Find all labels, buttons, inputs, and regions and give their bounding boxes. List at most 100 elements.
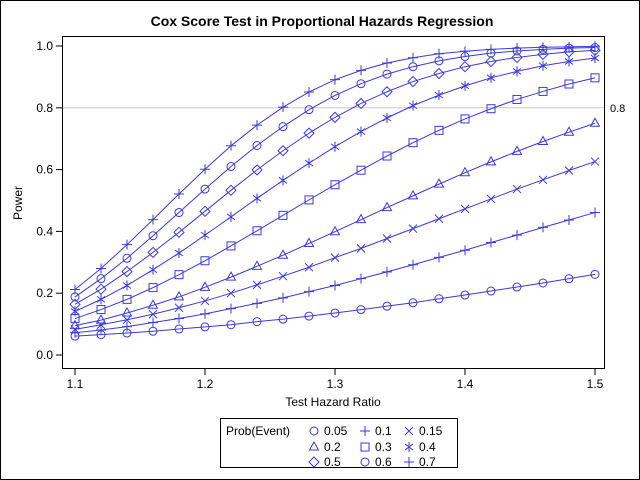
data-point-triangle — [251, 260, 263, 270]
data-point-circle — [304, 311, 314, 321]
data-point-circle — [174, 324, 184, 334]
legend-entry-label: 0.5 — [324, 455, 341, 469]
data-point-diamond — [381, 86, 393, 98]
legend-entry-label: 0.7 — [419, 455, 436, 469]
data-point-x — [330, 253, 340, 263]
data-point-x — [538, 175, 548, 185]
series-0.2 — [69, 117, 601, 330]
data-point-circle — [96, 274, 106, 284]
legend-square-icon — [360, 442, 370, 452]
data-point-asterisk — [148, 264, 158, 275]
data-point-plus — [174, 313, 184, 324]
data-point-plus — [252, 120, 262, 131]
data-point-plus — [304, 286, 314, 297]
data-point-plus — [538, 42, 548, 53]
chart-title: Cox Score Test in Proportional Hazards R… — [151, 13, 494, 29]
data-point-triangle — [121, 306, 133, 317]
data-point-triangle — [147, 299, 159, 309]
legend-entry-label: 0.2 — [324, 440, 341, 454]
data-point-diamond — [537, 48, 549, 61]
legend-entry-label: 0.4 — [419, 440, 436, 454]
y-tick-label: 0.8 — [36, 101, 53, 115]
data-point-diamond — [511, 51, 523, 64]
data-point-plus — [70, 284, 80, 295]
data-point-plus — [512, 43, 522, 54]
data-point-triangle — [303, 237, 315, 247]
data-point-circle — [226, 320, 236, 330]
x-tick-label: 1.2 — [197, 377, 214, 391]
data-point-plus — [434, 252, 444, 263]
data-point-diamond — [277, 145, 289, 157]
data-point-plus — [486, 237, 496, 248]
data-point-circle — [122, 253, 132, 263]
data-point-x — [70, 324, 80, 334]
data-point-x — [356, 244, 366, 253]
data-point-diamond — [95, 283, 107, 295]
series-line — [74, 47, 596, 298]
data-point-square — [148, 283, 158, 293]
data-point-asterisk — [538, 60, 548, 71]
data-point-plus — [356, 65, 366, 76]
data-point-plus — [148, 317, 158, 328]
data-point-plus — [460, 245, 470, 256]
legend-plus-icon — [360, 426, 370, 436]
series-line — [74, 77, 596, 320]
data-point-triangle — [199, 281, 211, 291]
legend-diamond-icon — [308, 456, 320, 468]
data-point-circle — [278, 314, 288, 324]
data-point-asterisk — [252, 193, 262, 204]
data-point-circle — [486, 286, 496, 296]
series-0.3 — [70, 73, 600, 324]
data-point-triangle — [355, 213, 367, 224]
y-tick-label: 0.4 — [36, 224, 53, 238]
data-point-plus — [278, 292, 288, 303]
data-point-plus — [226, 303, 236, 314]
data-point-circle — [252, 140, 262, 150]
data-point-square — [512, 94, 522, 104]
data-point-triangle — [589, 117, 601, 127]
data-point-plus — [434, 48, 444, 59]
data-point-plus — [226, 140, 236, 151]
data-point-square — [564, 79, 574, 89]
x-tick-label: 1.1 — [67, 377, 84, 391]
y-axis-label: Power — [11, 186, 25, 220]
legend-circle-icon — [360, 457, 370, 467]
data-point-plus — [408, 52, 418, 63]
data-point-x — [434, 214, 444, 224]
data-point-square — [122, 294, 132, 304]
data-point-square — [382, 151, 392, 161]
data-point-plus — [382, 266, 392, 277]
data-point-circle — [538, 278, 548, 288]
data-point-square — [174, 270, 184, 280]
data-point-asterisk — [70, 306, 80, 317]
data-point-triangle — [69, 319, 81, 330]
data-point-circle — [200, 322, 210, 332]
plot-frame — [62, 36, 605, 369]
data-point-asterisk — [174, 248, 184, 259]
data-point-plus — [200, 164, 210, 175]
data-point-circle — [382, 69, 392, 79]
data-point-square — [226, 241, 236, 251]
data-point-x — [512, 184, 522, 194]
data-point-triangle — [381, 201, 393, 212]
legend-triangle-icon — [308, 440, 320, 451]
data-point-asterisk — [460, 80, 470, 91]
data-point-x — [278, 271, 288, 281]
data-point-square — [304, 195, 314, 205]
x-tick-label: 1.4 — [457, 377, 474, 391]
legend-asterisk-icon — [404, 442, 414, 452]
data-point-circle — [330, 90, 340, 100]
data-point-circle — [382, 301, 392, 311]
data-point-square — [96, 305, 106, 315]
data-point-plus — [330, 74, 340, 85]
data-point-circle — [330, 308, 340, 318]
data-point-plus — [304, 87, 314, 98]
data-point-plus — [382, 57, 392, 68]
data-point-circle — [174, 208, 184, 218]
data-point-asterisk — [96, 294, 106, 305]
data-point-diamond — [407, 75, 419, 88]
legend-box — [220, 418, 458, 468]
data-point-plus — [590, 41, 600, 52]
data-point-square — [590, 73, 600, 83]
legend-entry-label: 0.05 — [324, 424, 348, 438]
